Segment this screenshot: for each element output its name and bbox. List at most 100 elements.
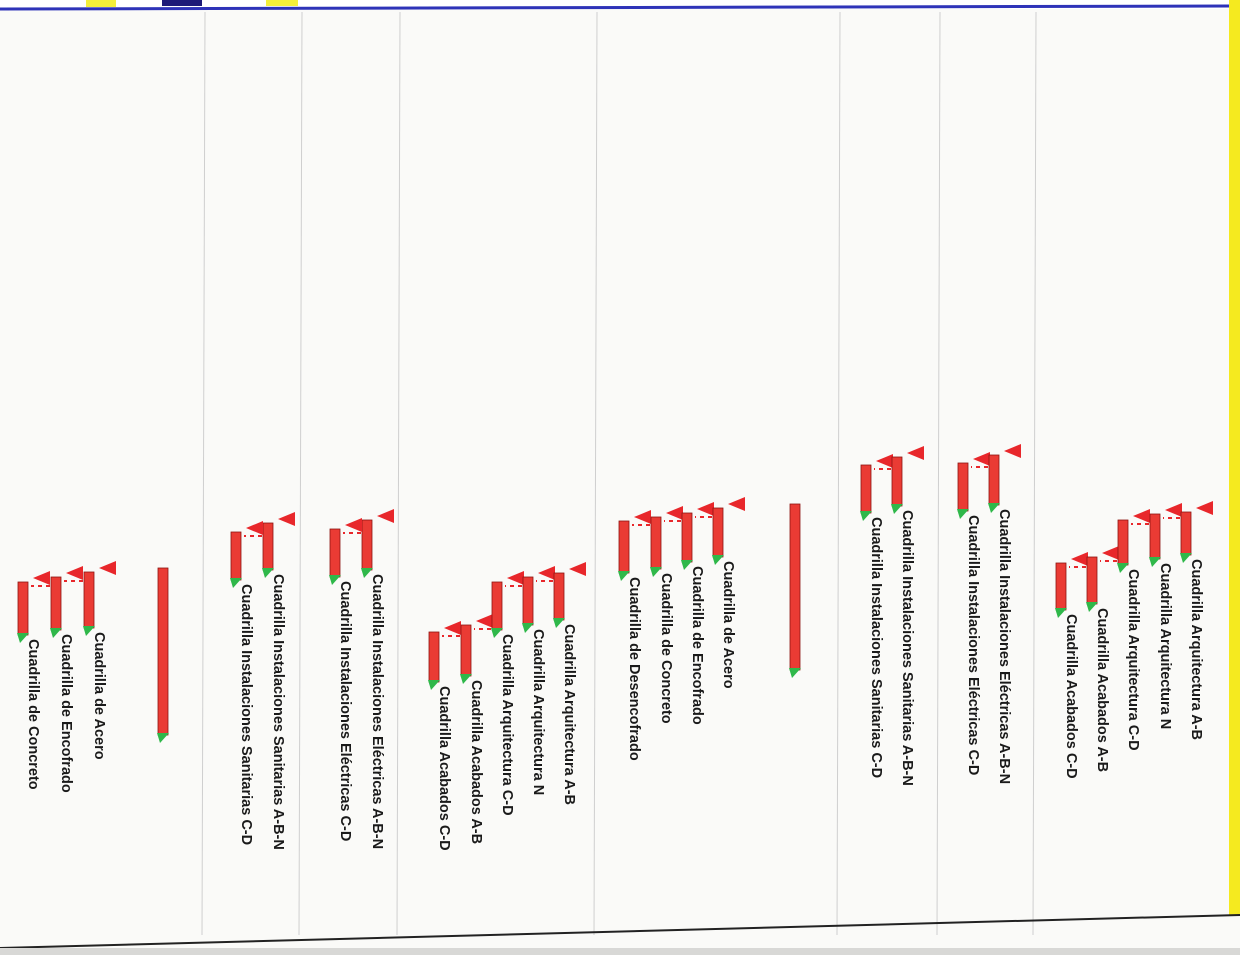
task-bar[interactable]: [428, 621, 461, 690]
task-bar[interactable]: [83, 561, 116, 636]
task-bar[interactable]: [957, 452, 990, 519]
bottom-border: [0, 914, 1240, 949]
task-bar[interactable]: [361, 509, 394, 578]
task-label: Cuadrilla Instalaciones Eléctricas A-B-N: [996, 509, 1012, 784]
finish-marker-icon: [1165, 503, 1182, 517]
task-label: Cuadrilla Acabados A-B: [1094, 608, 1110, 772]
start-marker-icon: [157, 733, 169, 743]
finish-marker-icon: [278, 512, 295, 526]
task-bar[interactable]: [17, 571, 50, 643]
start-marker-icon: [860, 511, 872, 521]
task-label: Cuadrilla de Acero: [720, 561, 736, 689]
header-swatch-navy: [162, 0, 202, 6]
task-bar-body: [712, 507, 724, 558]
task-label: Cuadrilla Arquitectura C-D: [1125, 569, 1141, 751]
task-label: Cuadrilla Acabados C-D: [436, 686, 452, 851]
start-marker-icon: [230, 578, 242, 588]
start-marker-icon: [50, 628, 62, 638]
task-bar[interactable]: [860, 454, 893, 521]
task-bar-body: [891, 456, 903, 507]
task-bar-body: [83, 571, 95, 629]
task-bar[interactable]: [1055, 552, 1088, 618]
task-bar-body: [428, 631, 440, 683]
header-swatch-yellow: [266, 0, 298, 6]
dependency-links: [31, 466, 1180, 637]
task-label: Cuadrilla de Concreto: [658, 573, 674, 724]
finish-marker-icon: [569, 562, 586, 576]
finish-marker-icon: [666, 506, 683, 520]
start-marker-icon: [83, 626, 95, 636]
start-marker-icon: [1117, 563, 1129, 573]
finish-marker-icon: [697, 502, 714, 516]
header-swatch-yellow: [86, 0, 116, 7]
grid-line: [593, 11, 598, 936]
task-label: Cuadrilla Arquitectura N: [530, 629, 546, 795]
task-bar-body: [1149, 513, 1161, 560]
task-label: Cuadrilla de Concreto: [25, 639, 41, 790]
task-label: Cuadrilla Instalaciones Sanitarias C-D: [868, 517, 884, 778]
task-bar[interactable]: [1180, 501, 1213, 563]
task-bar-body: [17, 581, 29, 636]
task-bar[interactable]: [650, 506, 683, 577]
task-bar[interactable]: [712, 497, 745, 565]
task-bar-body: [522, 576, 534, 626]
start-marker-icon: [460, 674, 472, 684]
task-bar-body: [650, 516, 662, 570]
finish-marker-icon: [246, 521, 263, 535]
finish-marker-icon: [345, 518, 362, 532]
start-marker-icon: [361, 568, 373, 578]
task-bar[interactable]: [157, 567, 169, 743]
finish-marker-icon: [99, 561, 116, 575]
task-bar[interactable]: [230, 521, 263, 588]
task-label: Cuadrilla de Encofrado: [58, 634, 74, 793]
task-bar-body: [230, 531, 242, 581]
task-label: Cuadrilla Instalaciones Sanitarias C-D: [238, 584, 254, 845]
task-bar-body: [157, 567, 169, 736]
finish-marker-icon: [507, 571, 524, 585]
task-labels: Cuadrilla Instalaciones Sanitarias A-B-N…: [25, 509, 1204, 851]
task-bar-body: [491, 581, 503, 631]
task-bar[interactable]: [618, 510, 651, 581]
start-marker-icon: [491, 628, 503, 638]
task-bar-body: [1055, 562, 1067, 611]
grid-line: [936, 11, 941, 936]
start-marker-icon: [522, 623, 534, 633]
task-bars: [17, 444, 1213, 743]
grid-line: [298, 11, 303, 936]
start-marker-icon: [712, 555, 724, 565]
gantt-header: [0, 0, 1231, 11]
start-marker-icon: [681, 560, 693, 570]
task-bar[interactable]: [1149, 503, 1182, 567]
finish-marker-icon: [728, 497, 745, 511]
task-bar[interactable]: [681, 502, 714, 570]
task-bar-body: [789, 503, 801, 671]
task-bar[interactable]: [329, 518, 362, 585]
task-bar[interactable]: [891, 446, 924, 514]
task-label: Cuadrilla de Desencofrado: [626, 577, 642, 761]
task-bar[interactable]: [50, 566, 83, 638]
task-bar[interactable]: [262, 512, 295, 578]
finish-marker-icon: [1133, 509, 1150, 523]
task-bar[interactable]: [1117, 509, 1150, 573]
start-marker-icon: [428, 680, 440, 690]
task-bar[interactable]: [491, 571, 524, 638]
task-bar-body: [618, 520, 630, 574]
start-marker-icon: [618, 571, 630, 581]
start-marker-icon: [1180, 553, 1192, 563]
start-marker-icon: [17, 633, 29, 643]
finish-marker-icon: [538, 566, 555, 580]
task-bar[interactable]: [522, 566, 555, 633]
task-bar[interactable]: [1086, 546, 1119, 612]
task-bar-body: [681, 512, 693, 563]
task-bar[interactable]: [789, 503, 801, 678]
start-marker-icon: [891, 504, 903, 514]
task-label: Cuadrilla Arquitectura A-B: [1188, 559, 1204, 740]
task-bar[interactable]: [460, 614, 493, 684]
task-label: Cuadrilla Instalaciones Sanitarias A-B-N: [270, 574, 286, 850]
finish-marker-icon: [1102, 546, 1119, 560]
task-bar[interactable]: [988, 444, 1021, 513]
start-marker-icon: [789, 668, 801, 678]
finish-marker-icon: [377, 509, 394, 523]
start-marker-icon: [1055, 608, 1067, 618]
task-bar[interactable]: [553, 562, 586, 628]
